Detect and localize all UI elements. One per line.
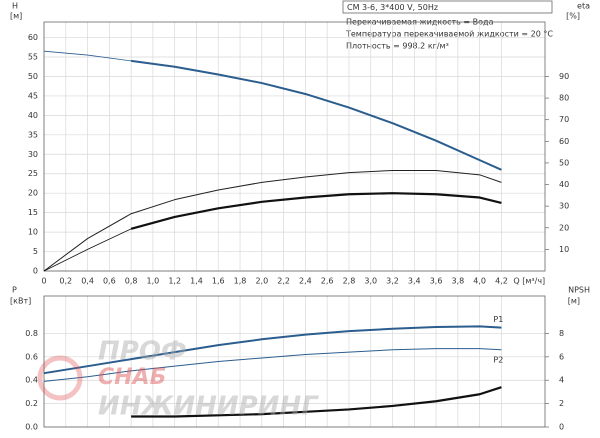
- x-tick-label: 0,6: [103, 277, 116, 286]
- y-tick-label: 5: [33, 247, 38, 256]
- x-axis-label: Q [м³/ч]: [513, 277, 545, 286]
- y2-tick-label: 80: [559, 94, 569, 103]
- watermark-text: ИНЖИНИРИНГ: [98, 392, 319, 422]
- x-tick-label: 3,6: [430, 277, 443, 286]
- y2-tick-label: 10: [559, 245, 569, 254]
- watermark-text: СНАБ: [98, 365, 166, 390]
- y2-tick-label: 2: [559, 399, 564, 408]
- y2-axis-label: NPSH: [568, 286, 590, 295]
- y-axis-label: P: [12, 286, 17, 295]
- annotation: Температура перекачиваемой жидкости = 20…: [345, 30, 553, 39]
- y-tick-label: 0.0: [25, 423, 38, 432]
- y-axis-label: H: [12, 2, 18, 11]
- y2-tick-label: 0: [559, 423, 564, 432]
- series-label: P1: [493, 315, 503, 324]
- x-tick-label: 1,6: [212, 277, 225, 286]
- x-tick-label: 0: [41, 277, 46, 286]
- x-tick-label: 2,0: [255, 277, 268, 286]
- model-label: CM 3-6, 3*400 V, 50Hz: [347, 3, 438, 12]
- y2-tick-label: 20: [559, 223, 569, 232]
- watermark-logo: [37, 355, 83, 401]
- curve-emphasis: [130, 192, 502, 230]
- x-tick-label: 3,2: [386, 277, 399, 286]
- x-tick-label: 0,4: [81, 277, 94, 286]
- y-tick-label: 35: [28, 130, 38, 139]
- y-tick-label: 30: [28, 150, 38, 159]
- y-tick-label: 10: [28, 228, 38, 237]
- curve: [43, 348, 502, 382]
- y-axis-unit: [кВт]: [10, 297, 31, 306]
- y2-axis-unit: [м]: [568, 297, 580, 306]
- series-label: P2: [493, 355, 503, 364]
- x-tick-label: 3,4: [408, 277, 421, 286]
- x-tick-label: 1,2: [168, 277, 181, 286]
- y2-tick-label: 90: [559, 72, 569, 81]
- y-tick-label: 0: [33, 267, 38, 276]
- y2-tick-label: 40: [559, 180, 569, 189]
- curve-emphasis: [130, 59, 502, 171]
- y2-tick-label: 6: [559, 352, 564, 361]
- x-tick-label: 2,4: [299, 277, 312, 286]
- x-tick-label: 3,8: [452, 277, 465, 286]
- x-tick-label: 1,4: [190, 277, 203, 286]
- y2-tick-label: 70: [559, 115, 569, 124]
- curve: [43, 325, 502, 375]
- y-tick-label: 40: [28, 111, 38, 120]
- x-tick-label: 1,8: [234, 277, 247, 286]
- x-tick-label: 4,0: [473, 277, 486, 286]
- x-tick-label: 2,2: [277, 277, 290, 286]
- y-tick-label: 20: [28, 189, 38, 198]
- y-tick-label: 0.8: [25, 329, 38, 338]
- x-tick-label: 3,0: [364, 277, 377, 286]
- y2-tick-label: 4: [559, 376, 564, 385]
- model-box: [342, 0, 553, 14]
- y2-tick-label: 60: [559, 137, 569, 146]
- y-axis-unit: [м]: [10, 12, 22, 21]
- y2-axis-unit: [%]: [566, 12, 580, 21]
- y-tick-label: 0.4: [25, 376, 38, 385]
- y-tick-label: 45: [28, 91, 38, 100]
- y2-tick-label: 30: [559, 202, 569, 211]
- watermark: ПРОФ СНАБ ИНЖИНИРИНГ: [37, 337, 319, 422]
- y-tick-label: 55: [28, 53, 38, 62]
- y-tick-label: 15: [28, 208, 38, 217]
- watermark-text: ПРОФ: [98, 337, 187, 367]
- x-tick-label: 1,0: [147, 277, 160, 286]
- curve: [131, 386, 502, 418]
- x-tick-label: 0,2: [59, 277, 72, 286]
- x-tick-label: 2,8: [343, 277, 356, 286]
- x-tick-label: 0,8: [125, 277, 138, 286]
- y-tick-label: 0.2: [25, 399, 38, 408]
- y-tick-label: 25: [28, 169, 38, 178]
- y-tick-label: 60: [28, 33, 38, 42]
- x-tick-label: 4,2: [495, 277, 508, 286]
- plot-frame: [43, 21, 546, 272]
- y2-tick-label: 50: [559, 158, 569, 167]
- curve: [43, 50, 502, 171]
- annotation: Плотность = 998.2 кг/м³: [346, 42, 449, 51]
- curve: [43, 169, 502, 272]
- y-tick-label: 50: [28, 72, 38, 81]
- plot-frame: [43, 295, 546, 428]
- y-tick-label: 0.6: [25, 352, 38, 361]
- x-tick-label: 2,6: [321, 277, 334, 286]
- y2-tick-label: 8: [559, 329, 564, 338]
- y2-axis-label: eta: [577, 2, 590, 11]
